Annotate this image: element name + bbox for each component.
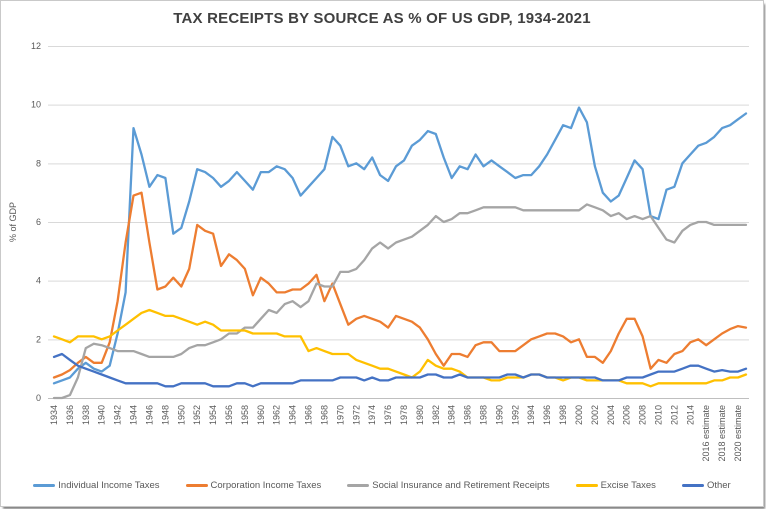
svg-text:1984: 1984 — [447, 405, 457, 425]
svg-text:1946: 1946 — [144, 405, 154, 425]
legend-line-marker-icon — [681, 483, 704, 487]
svg-text:8: 8 — [36, 158, 41, 168]
svg-text:2000: 2000 — [574, 405, 584, 425]
svg-text:1948: 1948 — [160, 405, 170, 425]
svg-text:1960: 1960 — [256, 405, 266, 425]
series-line-social-insurance-and-retirement-receipts — [52, 203, 748, 400]
svg-text:1962: 1962 — [272, 405, 282, 425]
legend-line-marker-icon — [347, 483, 370, 487]
svg-text:1990: 1990 — [494, 405, 504, 425]
svg-text:1940: 1940 — [97, 405, 107, 425]
svg-text:1996: 1996 — [542, 405, 552, 425]
svg-text:1980: 1980 — [415, 405, 425, 425]
svg-text:1974: 1974 — [367, 405, 377, 425]
legend-label: Individual Income Taxes — [58, 479, 160, 491]
legend-label: Corporation Income Taxes — [210, 479, 322, 491]
svg-text:1982: 1982 — [431, 405, 441, 425]
svg-text:2010: 2010 — [654, 405, 664, 425]
series-line-corporation-income-taxes — [52, 191, 748, 379]
svg-text:1988: 1988 — [479, 405, 489, 425]
svg-text:1970: 1970 — [335, 405, 345, 425]
legend-line-marker-icon — [575, 483, 598, 487]
series-line-other — [52, 352, 748, 388]
svg-text:2018 estimate: 2018 estimate — [717, 405, 727, 462]
svg-text:2: 2 — [36, 334, 41, 344]
svg-text:1994: 1994 — [526, 405, 536, 425]
legend-item-other: Other — [681, 479, 731, 491]
svg-text:12: 12 — [31, 41, 41, 51]
legend-line-marker-icon — [33, 483, 56, 487]
legend-item-individual-income-taxes: Individual Income Taxes — [33, 479, 160, 491]
legend-label: Excise Taxes — [600, 479, 656, 491]
svg-text:1978: 1978 — [399, 405, 409, 425]
legend-item-social-insurance-and-retirement-receipts: Social Insurance and Retirement Receipts — [347, 479, 550, 491]
legend-label: Social Insurance and Retirement Receipts — [372, 479, 550, 491]
legend-item-corporation-income-taxes: Corporation Income Taxes — [185, 479, 322, 491]
svg-text:4: 4 — [36, 276, 41, 286]
legend-label: Other — [706, 479, 731, 491]
svg-text:1976: 1976 — [383, 405, 393, 425]
x-axis-tick-labels: 1934 1936 1938 1940 1942 1944 1946 1948 1950 1952… — [49, 405, 743, 462]
svg-text:2006: 2006 — [622, 405, 632, 425]
svg-text:1938: 1938 — [81, 405, 91, 425]
svg-text:1950: 1950 — [176, 405, 186, 425]
svg-text:1936: 1936 — [65, 405, 75, 425]
y-axis-tick-labels: 0 2 4 6 8 10 12 — [31, 41, 41, 403]
svg-text:2016 estimate: 2016 estimate — [701, 405, 711, 462]
svg-text:1944: 1944 — [129, 405, 139, 425]
svg-text:2002: 2002 — [590, 405, 600, 425]
svg-text:6: 6 — [36, 217, 41, 227]
svg-text:1964: 1964 — [288, 405, 298, 425]
svg-text:2014: 2014 — [685, 405, 695, 425]
chart-title: TAX RECEIPTS BY SOURCE AS % OF US GDP, 1… — [173, 10, 591, 27]
series-line-excise-taxes — [52, 308, 748, 388]
svg-text:10: 10 — [31, 100, 41, 110]
legend-line-marker-icon — [185, 483, 208, 487]
svg-text:1954: 1954 — [208, 405, 218, 425]
svg-text:2020 estimate: 2020 estimate — [733, 405, 743, 462]
svg-text:2004: 2004 — [606, 405, 616, 425]
svg-text:1942: 1942 — [113, 405, 123, 425]
svg-text:1992: 1992 — [510, 405, 520, 425]
svg-text:2008: 2008 — [638, 405, 648, 425]
legend-item-excise-taxes: Excise Taxes — [575, 479, 656, 491]
y-axis-title: % of GDP — [8, 202, 18, 242]
svg-text:0: 0 — [36, 393, 41, 403]
svg-text:1956: 1956 — [224, 405, 234, 425]
svg-text:1966: 1966 — [304, 405, 314, 425]
svg-text:1998: 1998 — [558, 405, 568, 425]
svg-text:2012: 2012 — [669, 405, 679, 425]
svg-text:1958: 1958 — [240, 405, 250, 425]
svg-text:1968: 1968 — [319, 405, 329, 425]
svg-text:1934: 1934 — [49, 405, 59, 425]
series-line-individual-income-taxes — [52, 106, 748, 385]
svg-text:1952: 1952 — [192, 405, 202, 425]
svg-text:1972: 1972 — [351, 405, 361, 425]
legend: Individual Income Taxes Corporation Incom… — [1, 477, 763, 493]
svg-text:1986: 1986 — [463, 405, 473, 425]
